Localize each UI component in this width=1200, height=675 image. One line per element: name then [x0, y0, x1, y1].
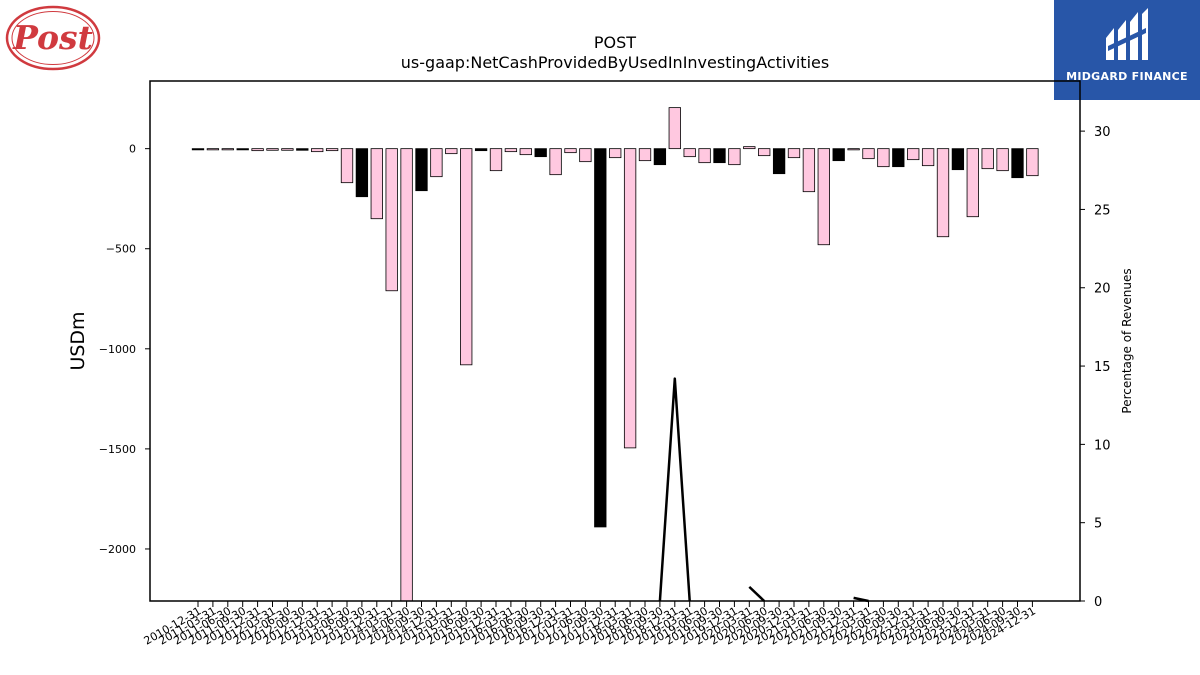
- percentage-line-segment: [658, 377, 691, 602]
- bar: [892, 148, 905, 168]
- y-right-tick-label: 10: [1094, 438, 1111, 453]
- bar: [802, 148, 816, 193]
- post-logo: Post: [5, 5, 101, 71]
- y-tick-label: −1000: [99, 343, 136, 356]
- bar: [340, 148, 354, 184]
- bar: [907, 148, 920, 161]
- bar: [713, 148, 726, 164]
- bar: [981, 148, 994, 170]
- bar: [787, 148, 801, 159]
- bar: [281, 148, 294, 151]
- bar: [1026, 148, 1039, 177]
- bar: [325, 148, 339, 152]
- bar: [698, 148, 711, 164]
- y-tick-label: 0: [129, 143, 136, 156]
- bar: [579, 148, 592, 163]
- y-right-tick-label: 30: [1094, 125, 1111, 140]
- bar: [474, 148, 488, 152]
- bar: [877, 148, 890, 168]
- post-logo-inner-ring: [11, 11, 95, 65]
- y-right-tick-label: 20: [1094, 282, 1111, 297]
- y-axis-right-label: Percentage of Revenues: [1120, 268, 1134, 413]
- bar: [862, 148, 875, 160]
- bar: [296, 148, 309, 151]
- y-right-tick-label: 25: [1094, 203, 1111, 218]
- bar: [996, 148, 1009, 172]
- y-axis-right: 0 5 10 15 20 25 30: [1080, 125, 1111, 610]
- bar-series: [191, 107, 1039, 602]
- bar: [385, 148, 398, 292]
- bar: [504, 148, 518, 153]
- y-right-tick-label: 5: [1094, 517, 1102, 532]
- chart-title: POST: [594, 33, 636, 52]
- bar: [832, 148, 845, 162]
- bar: [236, 148, 249, 151]
- bar: [251, 148, 264, 152]
- y-axis-left-label: USDm: [67, 311, 89, 370]
- bar: [266, 148, 279, 151]
- bar: [758, 148, 771, 157]
- bar: [534, 148, 547, 158]
- bar: [191, 148, 205, 151]
- bar: [206, 148, 220, 151]
- bar: [564, 148, 577, 154]
- x-axis: 2010-12-312011-03-312011-06-302011-09-30…: [142, 601, 1038, 648]
- bar: [683, 148, 696, 158]
- bar: [370, 148, 383, 220]
- bar: [311, 148, 324, 153]
- bar: [489, 148, 503, 172]
- bar: [460, 148, 473, 366]
- bar: [609, 148, 622, 159]
- bar: [594, 148, 607, 528]
- bar: [951, 148, 965, 171]
- post-logo-ring: [5, 5, 101, 71]
- brand-logo: MIDGARD FINANCE: [1054, 0, 1200, 100]
- y-right-tick-label: 15: [1094, 360, 1111, 375]
- brand-emblem-icon: [1106, 8, 1148, 60]
- y-tick-label: −1500: [99, 443, 136, 456]
- bar: [221, 148, 234, 151]
- brand-name: MIDGARD FINANCE: [1066, 70, 1188, 83]
- bar: [936, 148, 950, 238]
- y-right-tick-label: 0: [1094, 595, 1102, 610]
- post-logo-text: Post: [12, 18, 93, 57]
- y-tick-label: −500: [106, 243, 136, 256]
- bar: [623, 148, 637, 449]
- bar: [847, 148, 860, 151]
- y-axis-left: 0 −500 −1000 −1500 −2000: [99, 143, 150, 556]
- bar: [772, 148, 786, 175]
- bar: [519, 148, 532, 156]
- bar: [549, 148, 562, 176]
- chart-subtitle: us-gaap:NetCashProvidedByUsedInInvesting…: [401, 53, 829, 72]
- bar: [638, 148, 652, 162]
- bar: [1011, 148, 1024, 179]
- bar: [966, 148, 979, 218]
- bar: [728, 148, 741, 166]
- bar: [817, 148, 830, 246]
- bar: [415, 148, 428, 192]
- bar: [653, 148, 667, 166]
- bar: [743, 146, 756, 150]
- bar: [668, 107, 681, 150]
- percentage-line-series: [658, 377, 869, 603]
- bar: [355, 148, 369, 198]
- bar: [921, 148, 935, 167]
- y-tick-label: −2000: [99, 543, 136, 556]
- bar: [445, 148, 458, 155]
- percentage-line-segment: [748, 585, 766, 602]
- bar: [430, 148, 443, 178]
- bar: [400, 148, 413, 602]
